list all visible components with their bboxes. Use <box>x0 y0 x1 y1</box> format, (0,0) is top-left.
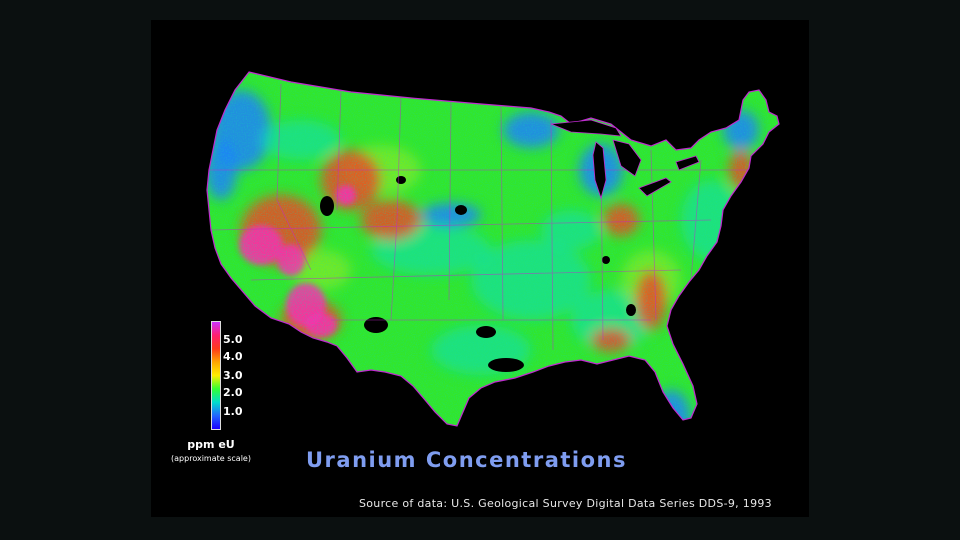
figure-frame: 5.0 4.0 3.0 2.0 1.0 ppm eU (approximate scal… <box>151 20 809 517</box>
source-note: Source of data: U.S. Geological Survey D… <box>359 497 772 510</box>
state-border <box>210 219 712 231</box>
uranium-map <box>206 71 780 427</box>
state-border <box>276 83 312 271</box>
state-border <box>390 95 402 321</box>
no-data-patch <box>626 304 636 316</box>
state-border <box>448 101 452 301</box>
lake <box>638 177 672 197</box>
no-data-patch <box>488 358 524 372</box>
state-border <box>336 89 342 211</box>
state-border <box>650 149 657 321</box>
legend-tick-label: 2.0 <box>223 386 243 399</box>
legend-unit: ppm eU <box>187 438 235 451</box>
no-data-patch <box>455 205 467 215</box>
legend-tick-label: 4.0 <box>223 350 243 363</box>
state-border <box>250 269 682 281</box>
legend-note: (approximate scale) <box>171 454 251 463</box>
legend-tick-label: 5.0 <box>223 333 243 346</box>
lake <box>592 141 607 200</box>
lake <box>612 139 642 177</box>
no-data-patch <box>320 196 334 216</box>
state-border <box>550 119 554 351</box>
map-title: Uranium Concentrations <box>306 448 627 472</box>
no-data-patch <box>602 256 610 264</box>
lake <box>550 119 622 137</box>
no-data-patches <box>320 176 636 372</box>
state-borders <box>209 83 751 351</box>
legend-tick-label: 1.0 <box>223 405 243 418</box>
great-lakes <box>550 119 700 200</box>
no-data-patch <box>476 326 496 338</box>
legend-tick-label: 3.0 <box>223 369 243 382</box>
no-data-patch <box>364 317 388 333</box>
lake <box>675 155 700 171</box>
state-border <box>500 105 504 321</box>
legend-color-bar <box>211 321 221 430</box>
no-data-patch <box>396 176 406 184</box>
